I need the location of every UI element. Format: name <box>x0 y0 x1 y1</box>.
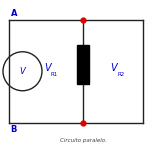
Text: R2: R2 <box>117 72 124 78</box>
Text: R1: R1 <box>50 72 58 78</box>
Text: Circuito paralelo.: Circuito paralelo. <box>60 138 107 143</box>
Text: B: B <box>11 124 17 134</box>
Text: V: V <box>44 63 51 73</box>
Text: A: A <box>11 9 17 18</box>
Bar <box>76 45 88 84</box>
Text: V: V <box>20 67 25 76</box>
Text: V: V <box>111 63 117 73</box>
